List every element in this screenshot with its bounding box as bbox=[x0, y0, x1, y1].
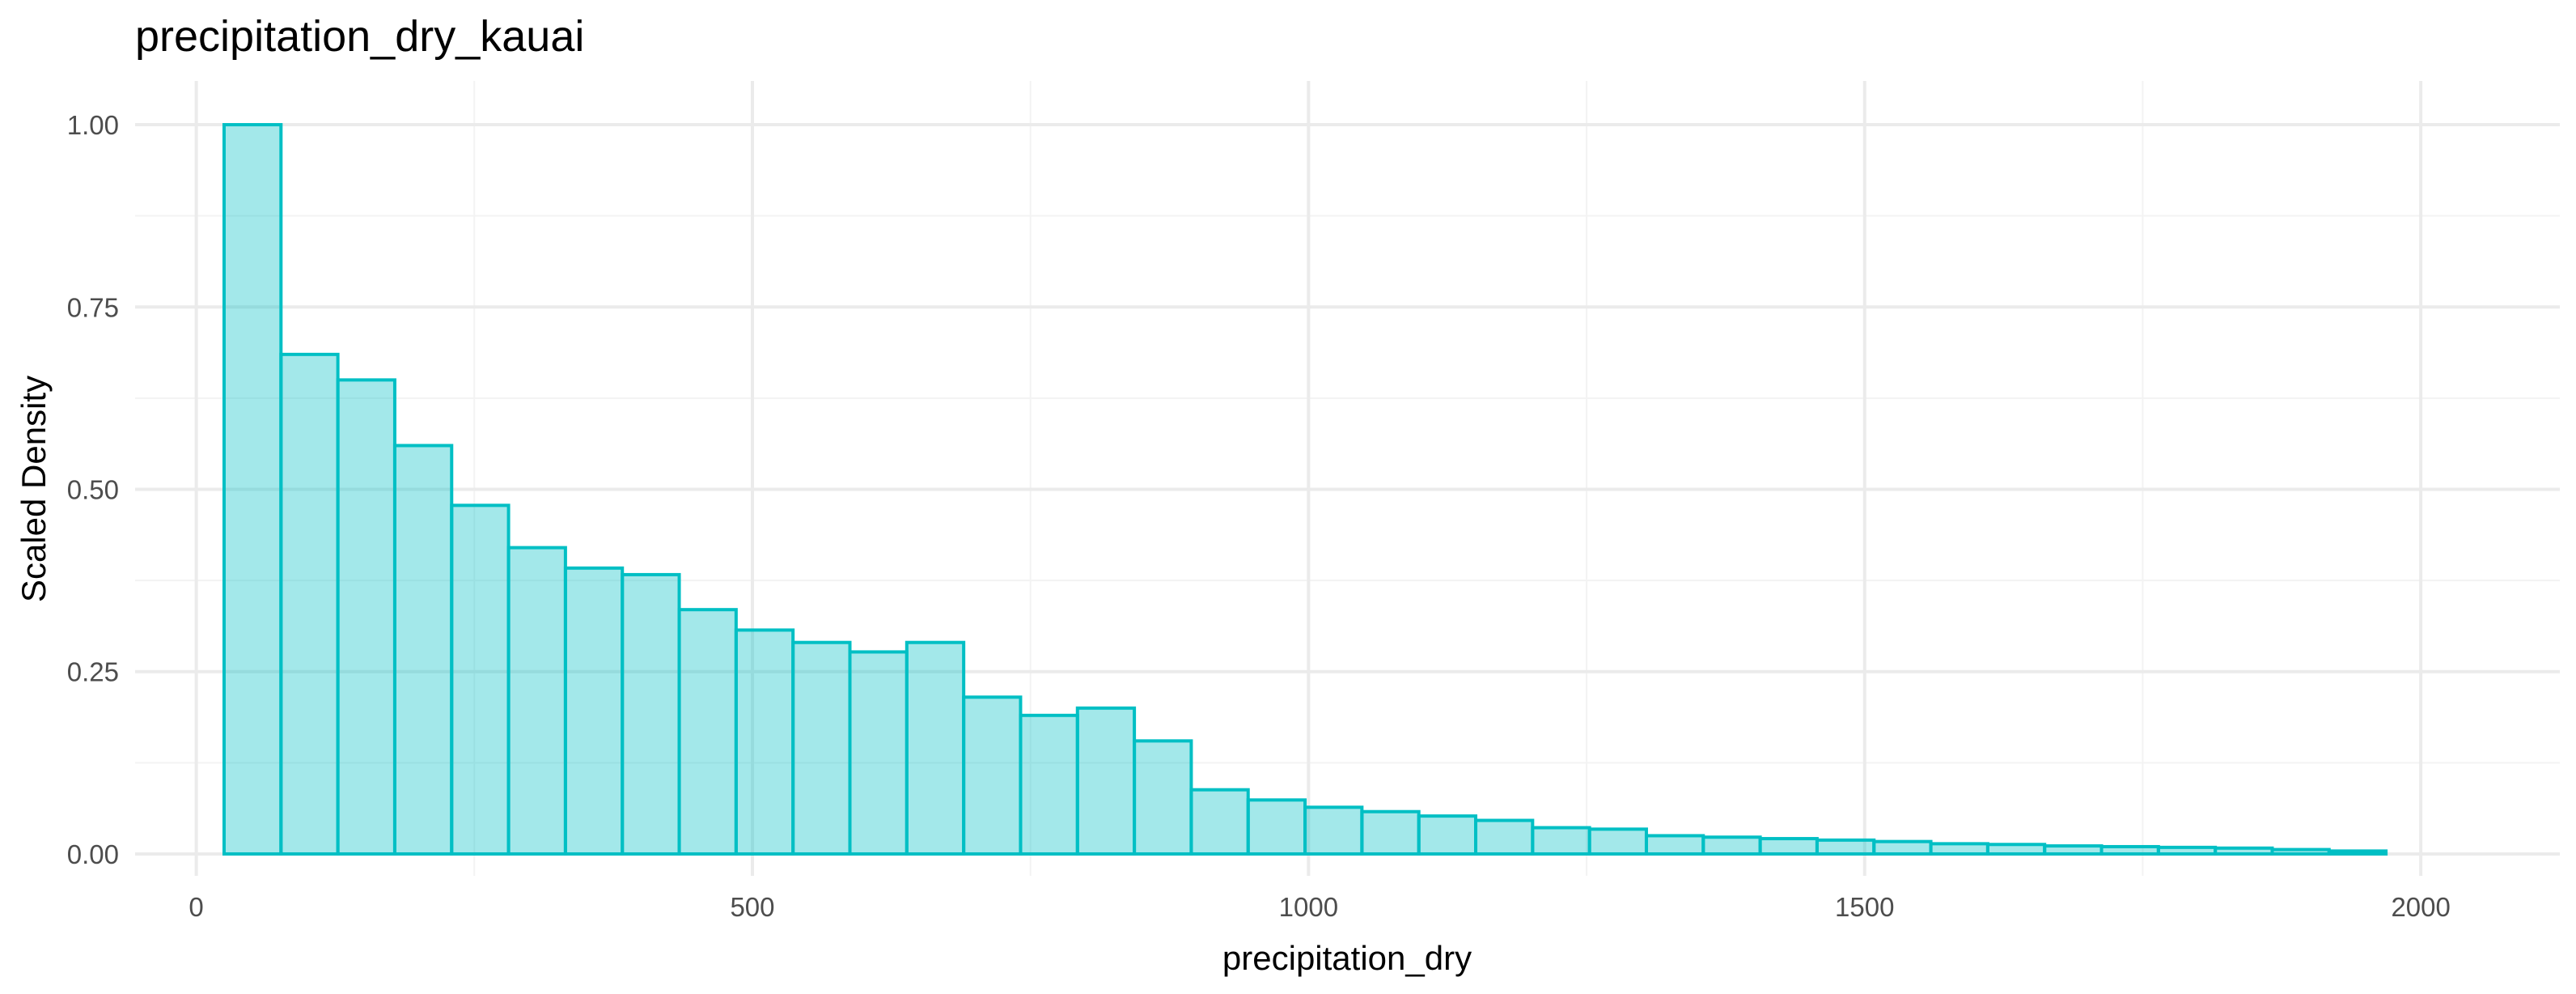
histogram-bar bbox=[791, 640, 852, 856]
histogram-bar bbox=[2099, 844, 2160, 856]
histogram-bar bbox=[1701, 835, 1762, 856]
histogram-bar bbox=[1587, 827, 1648, 856]
histogram-bar bbox=[1872, 839, 1933, 856]
x-tick-label: 1500 bbox=[1835, 892, 1894, 922]
histogram-bar bbox=[222, 123, 283, 856]
histogram-bar bbox=[1303, 805, 1364, 856]
histogram-bar bbox=[2270, 847, 2331, 856]
histogram-bar bbox=[1360, 809, 1421, 856]
histogram-bar bbox=[1758, 837, 1819, 856]
histogram-bar bbox=[563, 566, 625, 856]
histogram-bar bbox=[1075, 706, 1137, 856]
histogram-bar bbox=[2156, 845, 2218, 856]
y-tick-label: 1.00 bbox=[67, 110, 119, 140]
histogram-bar bbox=[279, 352, 340, 856]
histogram-bar bbox=[1189, 788, 1250, 856]
histogram-bar bbox=[677, 608, 738, 856]
histogram-bar bbox=[2043, 844, 2104, 856]
histogram-bar bbox=[392, 444, 454, 856]
y-axis-label: Scaled Density bbox=[15, 376, 53, 602]
histogram-bar bbox=[336, 378, 396, 856]
histogram-bar bbox=[2214, 846, 2274, 856]
histogram-bar bbox=[1474, 818, 1535, 856]
histogram-bar bbox=[1417, 814, 1478, 856]
histogram-bar bbox=[1531, 826, 1591, 856]
histogram-bar bbox=[1246, 798, 1307, 856]
histogram-bar bbox=[2327, 849, 2388, 856]
histogram-bar bbox=[1815, 838, 1876, 856]
x-axis-label: precipitation_dry bbox=[1222, 939, 1472, 977]
histogram-bar bbox=[1929, 842, 1989, 856]
histogram-bar bbox=[506, 546, 567, 856]
histogram-bar bbox=[962, 695, 1023, 856]
x-axis-ticks: 0 500 1000 1500 2000 bbox=[189, 892, 2450, 922]
histogram-bar bbox=[1133, 739, 1193, 856]
y-tick-label: 0.50 bbox=[67, 475, 119, 505]
histogram-bar bbox=[450, 503, 511, 856]
histogram-bar bbox=[1985, 843, 2047, 856]
histogram-bar bbox=[621, 572, 681, 856]
histogram-bar bbox=[1644, 834, 1705, 856]
histogram-bar bbox=[905, 640, 966, 856]
y-tick-label: 0.00 bbox=[67, 839, 119, 869]
x-tick-label: 0 bbox=[189, 892, 203, 922]
grid-lines bbox=[135, 81, 2560, 876]
x-tick-label: 1000 bbox=[1279, 892, 1338, 922]
x-tick-label: 2000 bbox=[2391, 892, 2450, 922]
y-tick-label: 0.75 bbox=[67, 292, 119, 322]
histogram-bar bbox=[848, 650, 909, 856]
chart-title: precipitation_dry_kauai bbox=[135, 12, 584, 61]
y-tick-label: 0.25 bbox=[67, 657, 119, 687]
histogram-bar bbox=[734, 628, 795, 856]
y-axis-ticks: 0.00 0.25 0.50 0.75 1.00 bbox=[67, 110, 119, 869]
x-tick-label: 500 bbox=[730, 892, 774, 922]
histogram-bar bbox=[1019, 713, 1079, 856]
histogram-bars bbox=[222, 123, 2388, 856]
